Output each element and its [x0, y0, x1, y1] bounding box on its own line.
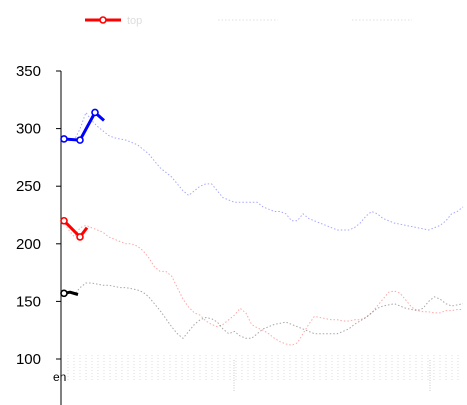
- x-axis: en: [53, 355, 459, 392]
- series-solid-line: [63, 111, 105, 142]
- y-tick-label: 350: [16, 63, 41, 80]
- data-point: [76, 233, 84, 241]
- data-point: [60, 216, 68, 225]
- data-point: [60, 289, 68, 298]
- y-tick-label: 200: [16, 236, 41, 253]
- legend-marker: [99, 16, 107, 24]
- y-tick-label: 250: [16, 178, 41, 195]
- series-2: [60, 108, 464, 231]
- series-solid-line: [62, 219, 89, 239]
- legend: top: [85, 15, 412, 27]
- series-dotted-line: [62, 220, 463, 346]
- data-point: [60, 135, 68, 143]
- plot-area: [60, 108, 464, 346]
- legend-item-1: top: [85, 15, 142, 27]
- x-start-label: en: [53, 370, 66, 384]
- data-point: [91, 108, 99, 117]
- y-tick-label: 300: [16, 121, 41, 138]
- y-tick-label: 100: [16, 351, 41, 368]
- legend-label: top: [127, 15, 142, 27]
- series-3: [60, 282, 464, 339]
- series-1: [60, 216, 463, 346]
- y-tick-label: 150: [16, 293, 41, 310]
- data-point: [76, 136, 84, 144]
- y-axis: 100 150 200 250 300 350: [16, 63, 62, 405]
- series-dotted-line: [63, 111, 464, 231]
